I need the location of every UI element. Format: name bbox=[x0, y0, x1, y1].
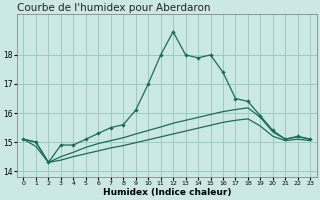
X-axis label: Humidex (Indice chaleur): Humidex (Indice chaleur) bbox=[103, 188, 231, 197]
Text: Courbe de l'humidex pour Aberdaron: Courbe de l'humidex pour Aberdaron bbox=[17, 3, 211, 13]
